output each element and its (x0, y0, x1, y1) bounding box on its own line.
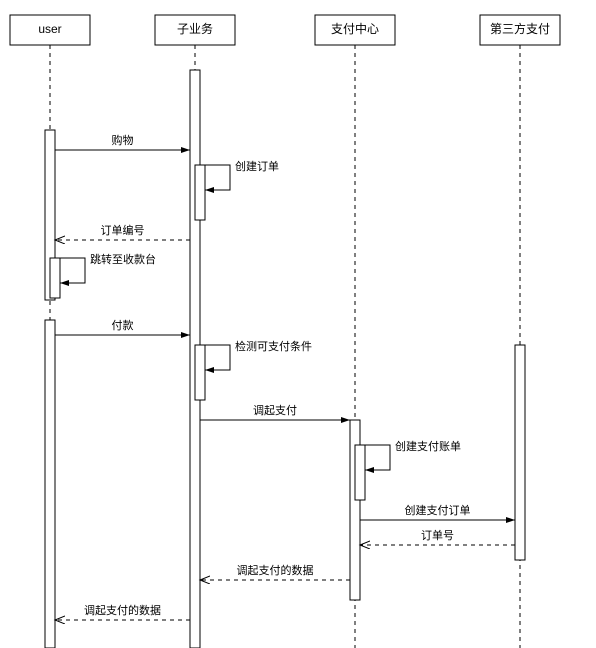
message-self-1 (205, 165, 230, 190)
activation (50, 258, 60, 298)
message-label-3: 跳转至收款台 (90, 252, 156, 266)
participant-label-p0: user (38, 22, 61, 36)
message-label-9: 订单号 (421, 529, 454, 542)
message-label-8: 创建支付订单 (405, 503, 471, 517)
message-label-4: 付款 (112, 318, 134, 332)
message-label-0: 购物 (112, 133, 134, 147)
activation (45, 320, 55, 648)
message-label-7: 创建支付账单 (395, 439, 461, 453)
message-self-7 (365, 445, 390, 470)
message-label-2: 订单编号 (101, 223, 145, 237)
participant-label-p3: 第三方支付 (490, 21, 550, 36)
sequence-diagram: user 子业务 支付中心 第三方支付购物创建订单订单编号跳转至收款台付款检测可支付条… (0, 0, 596, 648)
activation (195, 165, 205, 220)
participant-label-p1: 子业务 (177, 21, 213, 36)
message-label-11: 调起支付的数据 (84, 603, 161, 617)
message-self-5 (205, 345, 230, 370)
activation (195, 345, 205, 400)
participant-label-p2: 支付中心 (331, 21, 379, 36)
activation (515, 345, 525, 560)
message-self-3 (60, 258, 85, 283)
activation (355, 445, 365, 500)
message-label-1: 创建订单 (235, 159, 279, 173)
message-label-5: 检测可支付条件 (235, 339, 312, 353)
message-label-10: 调起支付的数据 (237, 563, 314, 577)
message-label-6: 调起支付 (253, 404, 297, 417)
